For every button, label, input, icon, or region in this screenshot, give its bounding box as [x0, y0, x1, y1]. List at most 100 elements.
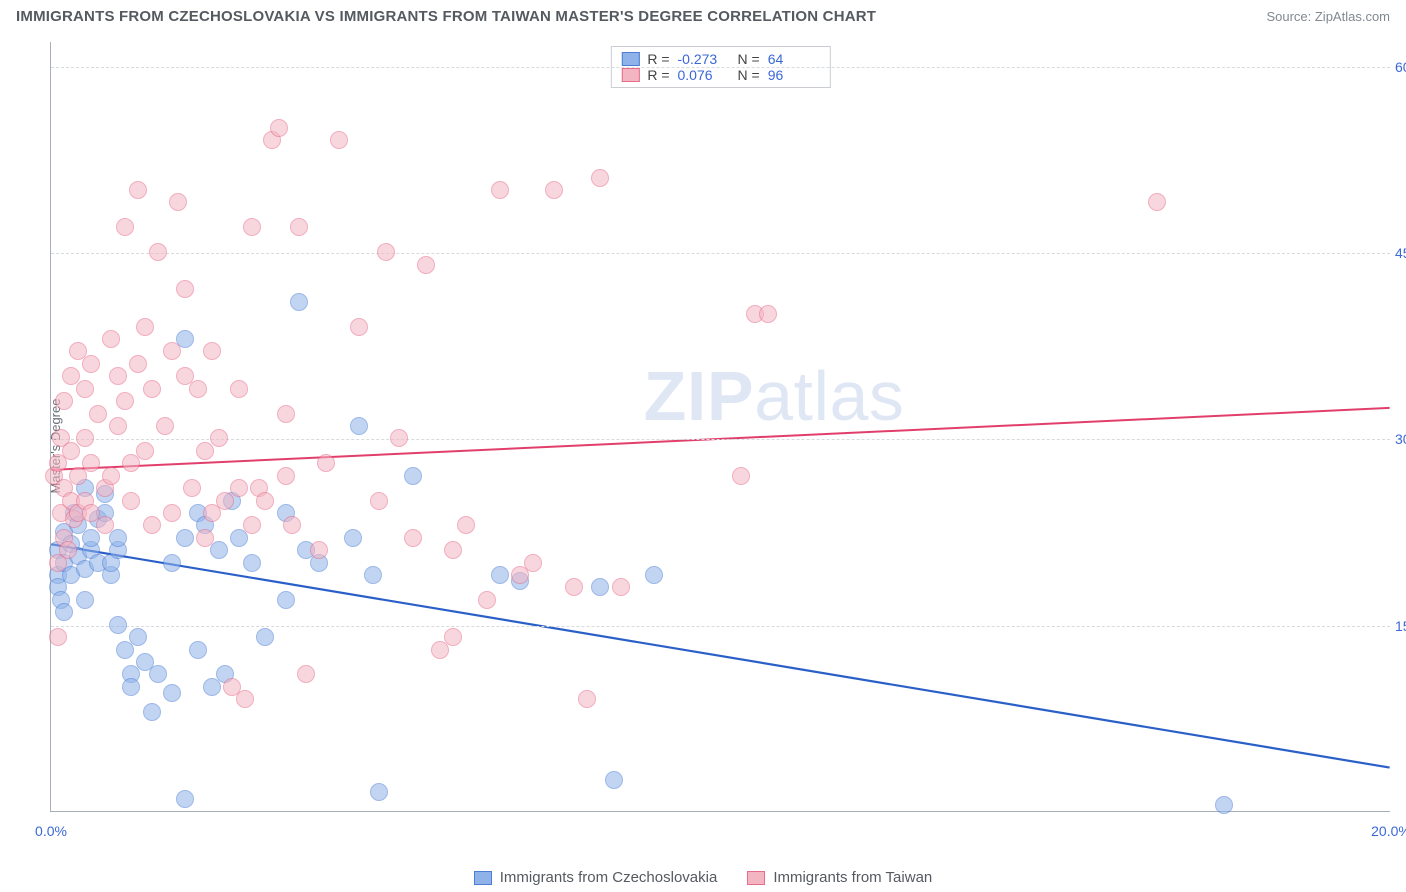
- data-point: [759, 305, 777, 323]
- data-point: [417, 256, 435, 274]
- data-point: [59, 541, 77, 559]
- data-point: [163, 504, 181, 522]
- data-point: [612, 578, 630, 596]
- y-tick-label: 15.0%: [1395, 618, 1406, 634]
- data-point: [404, 529, 422, 547]
- data-point: [243, 554, 261, 572]
- data-point: [457, 516, 475, 534]
- data-point: [230, 380, 248, 398]
- data-point: [109, 417, 127, 435]
- data-point: [545, 181, 563, 199]
- data-point: [605, 771, 623, 789]
- data-point: [404, 467, 422, 485]
- data-point: [350, 318, 368, 336]
- data-point: [370, 492, 388, 510]
- data-point: [645, 566, 663, 584]
- data-point: [183, 479, 201, 497]
- data-point: [156, 417, 174, 435]
- data-point: [122, 678, 140, 696]
- data-point: [196, 529, 214, 547]
- data-point: [1215, 796, 1233, 814]
- series-legend-item: Immigrants from Czechoslovakia: [474, 869, 718, 886]
- y-tick-label: 30.0%: [1395, 431, 1406, 447]
- data-point: [344, 529, 362, 547]
- data-point: [149, 243, 167, 261]
- data-point: [591, 578, 609, 596]
- data-point: [277, 467, 295, 485]
- data-point: [109, 367, 127, 385]
- data-point: [102, 330, 120, 348]
- data-point: [210, 429, 228, 447]
- data-point: [96, 516, 114, 534]
- data-point: [49, 628, 67, 646]
- data-point: [444, 628, 462, 646]
- data-point: [565, 578, 583, 596]
- data-point: [176, 280, 194, 298]
- data-point: [76, 591, 94, 609]
- gridline: [51, 439, 1390, 440]
- gridline: [51, 253, 1390, 254]
- data-point: [163, 554, 181, 572]
- data-point: [176, 790, 194, 808]
- data-point: [270, 119, 288, 137]
- data-point: [129, 628, 147, 646]
- series-legend: Immigrants from Czechoslovakia Immigrants…: [0, 869, 1406, 886]
- data-point: [122, 492, 140, 510]
- data-point: [478, 591, 496, 609]
- data-point: [364, 566, 382, 584]
- data-point: [578, 690, 596, 708]
- data-point: [55, 603, 73, 621]
- data-point: [310, 541, 328, 559]
- data-point: [1148, 193, 1166, 211]
- data-point: [143, 703, 161, 721]
- data-point: [136, 318, 154, 336]
- data-point: [377, 243, 395, 261]
- data-point: [143, 516, 161, 534]
- data-point: [256, 492, 274, 510]
- data-point: [109, 616, 127, 634]
- data-point: [330, 131, 348, 149]
- data-point: [82, 454, 100, 472]
- data-point: [230, 479, 248, 497]
- data-point: [210, 541, 228, 559]
- data-point: [169, 193, 187, 211]
- chart-title: IMMIGRANTS FROM CZECHOSLOVAKIA VS IMMIGR…: [16, 8, 876, 25]
- data-point: [203, 342, 221, 360]
- data-point: [116, 218, 134, 236]
- data-point: [163, 684, 181, 702]
- data-point: [297, 665, 315, 683]
- data-point: [189, 380, 207, 398]
- data-point: [149, 665, 167, 683]
- gridline: [51, 67, 1390, 68]
- data-point: [290, 293, 308, 311]
- data-point: [236, 690, 254, 708]
- y-tick-label: 45.0%: [1395, 245, 1406, 261]
- data-point: [317, 454, 335, 472]
- x-tick-label: 0.0%: [35, 823, 67, 839]
- data-point: [277, 591, 295, 609]
- data-point: [256, 628, 274, 646]
- data-point: [591, 169, 609, 187]
- data-point: [444, 541, 462, 559]
- series-legend-item: Immigrants from Taiwan: [747, 869, 932, 886]
- data-point: [76, 429, 94, 447]
- data-point: [129, 355, 147, 373]
- data-point: [390, 429, 408, 447]
- data-point: [163, 342, 181, 360]
- x-tick-label: 20.0%: [1371, 823, 1406, 839]
- data-point: [109, 529, 127, 547]
- data-point: [243, 516, 261, 534]
- data-point: [189, 641, 207, 659]
- data-point: [116, 392, 134, 410]
- data-point: [491, 566, 509, 584]
- data-point: [129, 181, 147, 199]
- data-point: [283, 516, 301, 534]
- data-point: [370, 783, 388, 801]
- gridline: [51, 626, 1390, 627]
- data-point: [524, 554, 542, 572]
- data-point: [143, 380, 161, 398]
- data-point: [350, 417, 368, 435]
- data-point: [102, 467, 120, 485]
- y-tick-label: 60.0%: [1395, 59, 1406, 75]
- data-point: [491, 181, 509, 199]
